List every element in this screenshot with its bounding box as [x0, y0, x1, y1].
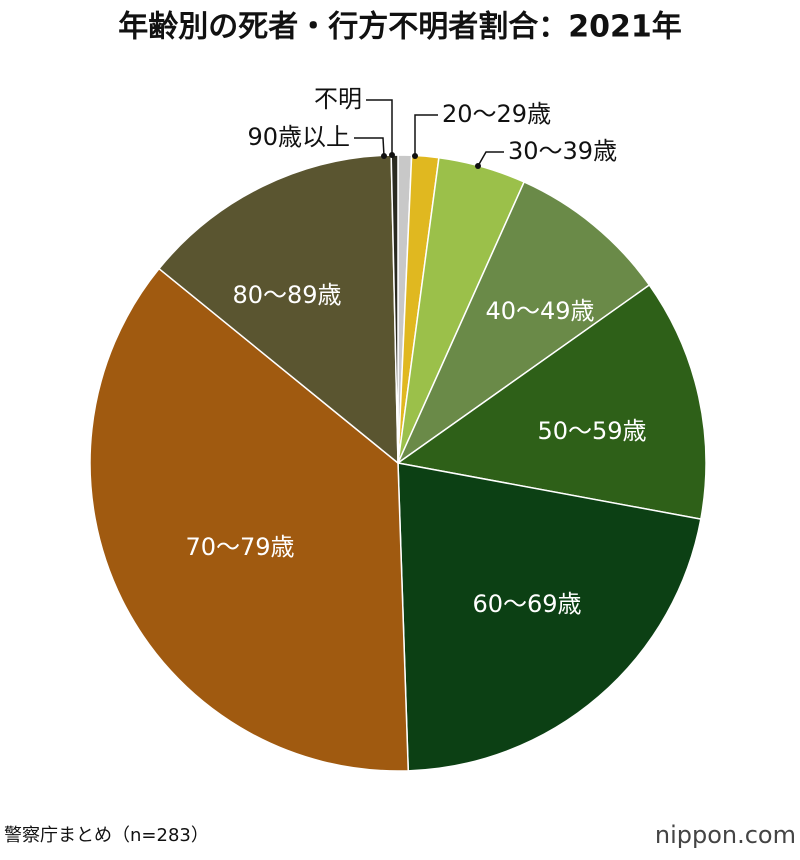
- slice-label: 50～59歳: [537, 417, 646, 445]
- slice-label: 不明: [314, 85, 362, 113]
- slice-label: 20～29歳: [442, 100, 551, 128]
- leader-line: [414, 114, 438, 156]
- slice-label: 60～69歳: [472, 590, 581, 618]
- leader-line: [477, 151, 504, 167]
- leader-line: [366, 99, 393, 155]
- leader-dot: [389, 152, 395, 158]
- slice-label: 80～89歳: [232, 281, 341, 309]
- slice-label: 30～39歳: [508, 137, 617, 165]
- leader-dot: [412, 153, 418, 159]
- leader-dot: [475, 163, 481, 169]
- slice-label: 70～79歳: [185, 533, 294, 561]
- slice-label: 40～49歳: [485, 297, 594, 325]
- pie-slice: [396, 181, 651, 466]
- leader-line: [354, 137, 385, 157]
- source: 警察庁まとめ（n=283）: [4, 825, 209, 846]
- pie-slice: [396, 283, 707, 520]
- pie-slice: [89, 267, 410, 772]
- chart-title: 年齢別の死者・行方不明者割合：2021年: [118, 10, 682, 45]
- pie-slice: [397, 462, 702, 772]
- slice-label: 90歳以上: [247, 123, 350, 151]
- pie-slice: [157, 154, 399, 465]
- leader-dot: [381, 153, 387, 159]
- logo: nippon.com: [655, 821, 796, 849]
